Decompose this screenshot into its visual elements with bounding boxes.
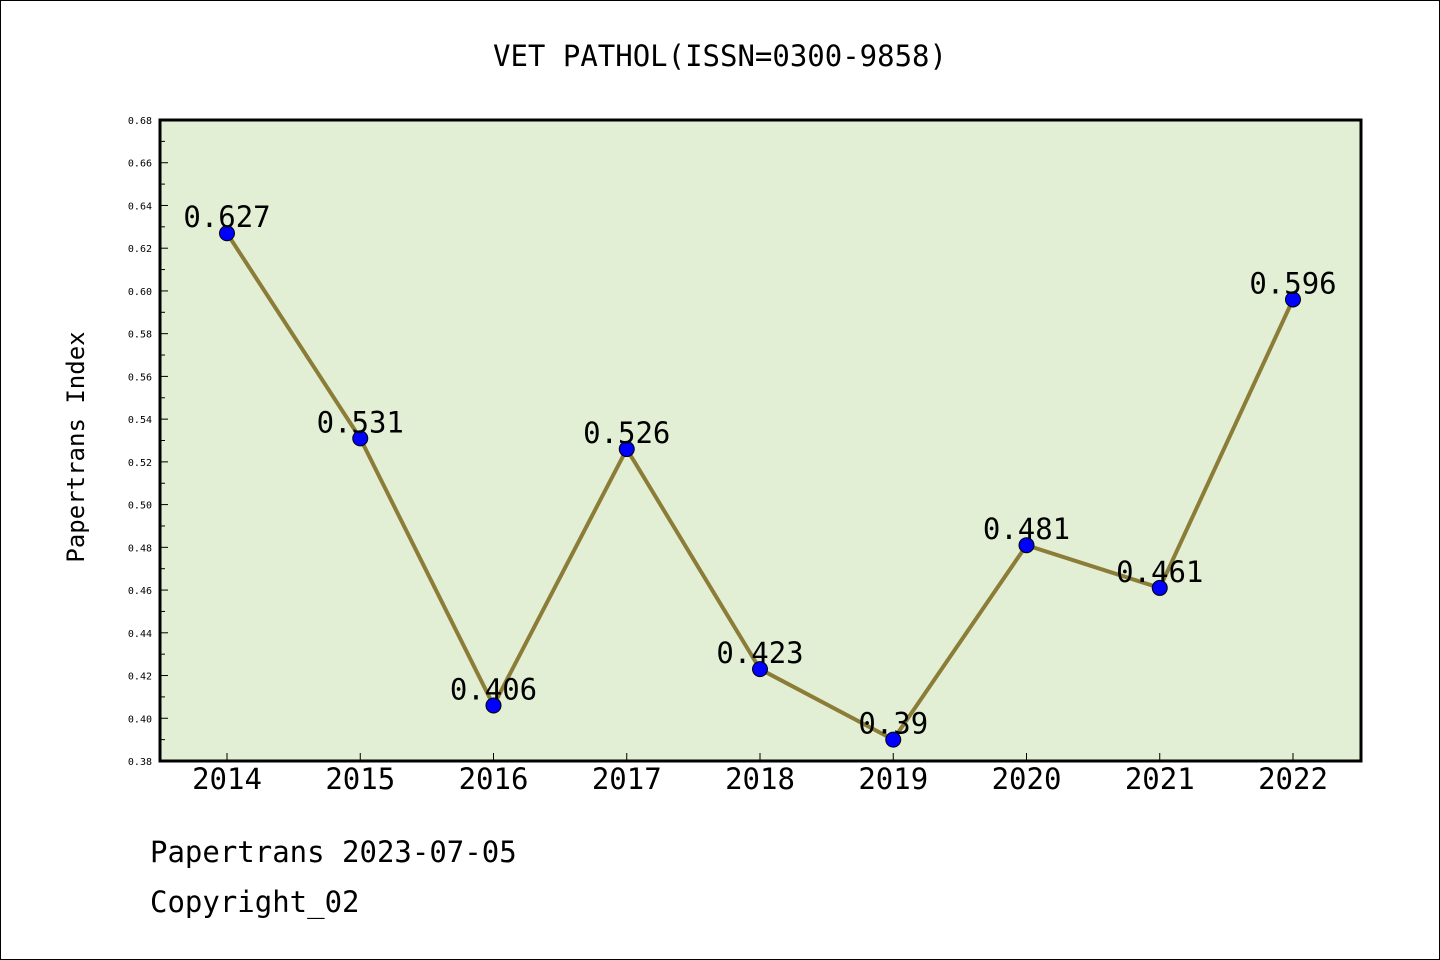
footer-date-text: Papertrans 2023-07-05 xyxy=(150,835,517,869)
y-tick-label: 0.66 xyxy=(128,159,152,170)
y-tick-label: 0.54 xyxy=(128,415,152,426)
data-label-2021: 0.461 xyxy=(1116,555,1203,589)
x-tick-label: 2016 xyxy=(459,762,529,796)
x-tick-label: 2017 xyxy=(592,762,662,796)
y-tick-label: 0.64 xyxy=(128,201,152,212)
x-tick-label: 2018 xyxy=(725,762,795,796)
y-tick-label: 0.56 xyxy=(128,372,152,383)
data-label-2022: 0.596 xyxy=(1249,266,1336,300)
y-tick-label: 0.48 xyxy=(128,543,152,554)
data-label-2016: 0.406 xyxy=(450,672,537,706)
data-point-2022 xyxy=(1285,291,1301,308)
footer-copyright-text: Copyright_02 xyxy=(150,885,360,919)
y-tick-label: 0.60 xyxy=(128,287,152,298)
data-point-2017 xyxy=(618,441,635,458)
data-point-2021 xyxy=(1151,579,1168,596)
y-tick-label: 0.38 xyxy=(128,757,152,768)
plot-border xyxy=(158,118,1363,763)
y-tick-label: 0.68 xyxy=(128,116,152,127)
y-tick-label: 0.52 xyxy=(128,458,152,469)
data-label-2015: 0.531 xyxy=(317,405,404,439)
y-axis-label: Papertrans Index xyxy=(62,331,90,562)
y-tick-labels: 0.38 0.40 0.42 0.44 0.46 0.48 0.50 0.52 0.54 0.56… xyxy=(128,116,152,768)
data-point-2016 xyxy=(485,697,502,714)
data-label-2018: 0.423 xyxy=(716,636,803,670)
x-tick-label: 2021 xyxy=(1125,762,1195,796)
data-points xyxy=(219,225,1301,748)
x-tick-label: 2014 xyxy=(192,762,262,796)
y-tick-label: 0.40 xyxy=(128,714,152,725)
x-tick-label: 2019 xyxy=(858,762,928,796)
chart-title: VET PATHOL(ISSN=0300-9858) xyxy=(493,39,947,73)
data-label-2014: 0.627 xyxy=(183,200,270,234)
data-label-2017: 0.526 xyxy=(583,416,670,450)
data-point-2014 xyxy=(219,225,235,242)
y-tick-label: 0.62 xyxy=(128,244,152,255)
data-point-2019 xyxy=(885,731,902,748)
y-tick-label: 0.46 xyxy=(128,586,152,597)
y-tick-label: 0.58 xyxy=(128,330,152,341)
data-labels: 0.627 0.531 0.406 0.526 0.423 0.39 0.481 0.461 0… xyxy=(183,200,1336,740)
x-tick-label: 2022 xyxy=(1258,762,1328,796)
y-tick-label: 0.42 xyxy=(128,672,152,683)
data-point-2015 xyxy=(352,430,369,447)
y-tick-label: 0.44 xyxy=(128,629,152,640)
y-tick-label: 0.50 xyxy=(128,501,152,512)
data-label-2019: 0.39 xyxy=(858,707,928,741)
data-point-2018 xyxy=(752,661,768,678)
data-point-2020 xyxy=(1018,537,1035,554)
data-label-2020: 0.481 xyxy=(983,512,1070,546)
x-tick-label: 2020 xyxy=(992,762,1062,796)
x-tick-labels: 2014 2015 2016 2017 2018 2019 2020 2021 2022 xyxy=(192,762,1328,796)
x-tick-label: 2015 xyxy=(325,762,395,796)
